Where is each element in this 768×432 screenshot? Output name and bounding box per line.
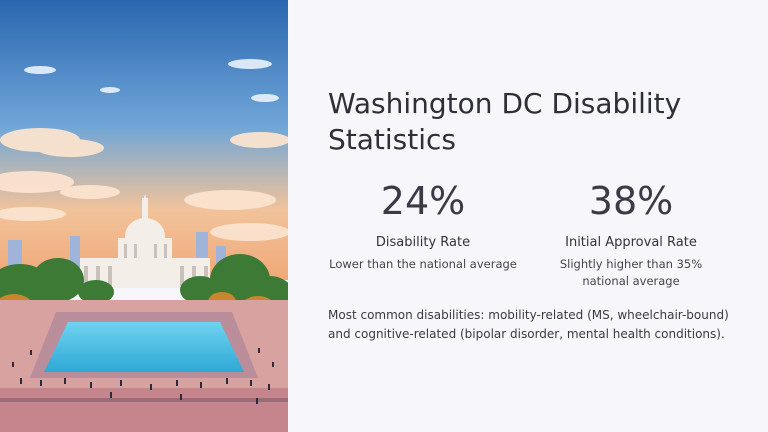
capitol-illustration xyxy=(0,0,288,432)
common-disabilities-note: Most common disabilities: mobility-relat… xyxy=(328,308,729,341)
capitol-scene-image xyxy=(0,0,288,432)
stat-description: Slightly higher than 35% national averag… xyxy=(559,257,703,288)
stat-disability-rate: 24% Disability Rate Lower than the natio… xyxy=(328,178,518,273)
slide-title: Washington DC Disability Statistics xyxy=(328,87,682,156)
slide-content: Washington DC Disability Statistics 24% … xyxy=(328,0,738,432)
stat-label: Disability Rate xyxy=(375,235,471,250)
stat-value: 24% xyxy=(380,179,466,223)
stat-label: Initial Approval Rate xyxy=(565,235,697,250)
stat-value: 38% xyxy=(588,179,674,223)
reflecting-pool xyxy=(44,322,244,372)
stat-description: Lower than the national average xyxy=(329,257,517,271)
stat-initial-approval-rate: 38% Initial Approval Rate Slightly highe… xyxy=(536,178,726,290)
